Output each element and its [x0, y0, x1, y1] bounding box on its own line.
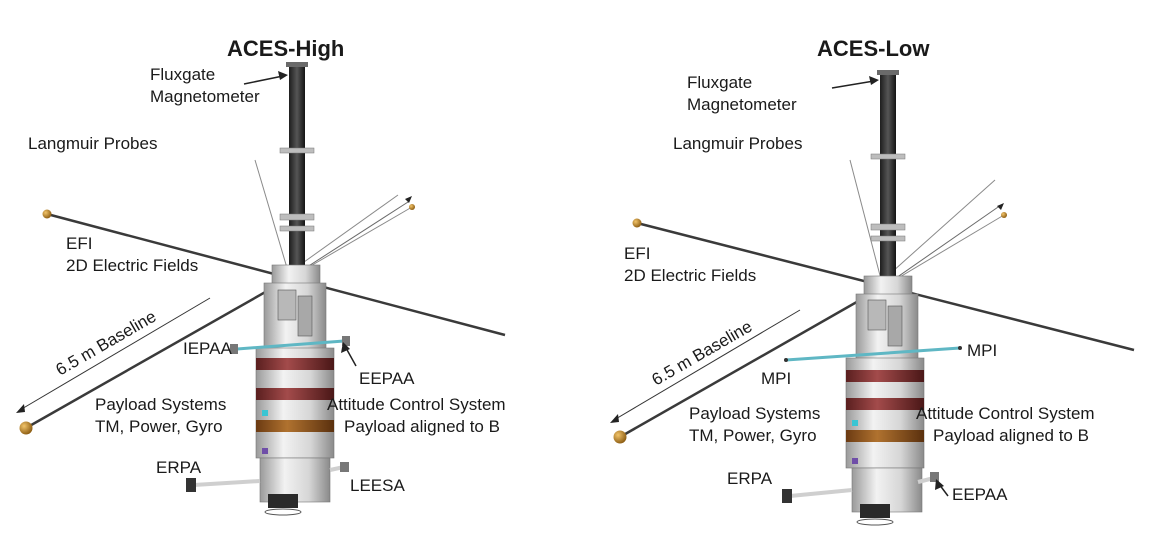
ieppa-sensor [230, 344, 238, 354]
boom-bracket [279, 147, 315, 154]
arrow-head-icon [869, 76, 879, 85]
leesa-sensor [340, 462, 349, 472]
langmuir-probes-label: Langmuir Probes [673, 134, 802, 153]
erpa-arm [789, 488, 853, 498]
panel-aces-high: ACES-High [16, 36, 506, 516]
payload-body [255, 264, 335, 516]
attitude-control-label: Attitude Control System [327, 395, 506, 414]
erpa-label: ERPA [156, 458, 202, 477]
instrument-label: EEPAA [952, 485, 1008, 504]
arrow-head-icon [278, 71, 288, 80]
arrow-head-icon [341, 342, 350, 353]
langmuir-probes-label: Langmuir Probes [28, 134, 157, 153]
instrument-label: IEPAA [183, 339, 232, 358]
efi-label: EFI [624, 244, 650, 263]
pointer-line [831, 80, 875, 89]
boom-bracket [279, 225, 315, 232]
magnetometer-label: Magnetometer [687, 95, 797, 114]
payload-systems-label: TM, Power, Gyro [689, 426, 817, 445]
instrument-label: MPI [761, 369, 791, 388]
erpa-sensor [186, 478, 196, 492]
baseline-dimension-line [19, 297, 211, 411]
arrow-head-icon [16, 404, 25, 413]
magnetometer-boom [289, 64, 305, 272]
pointer-line [243, 75, 284, 85]
arrow-head-icon [997, 203, 1004, 210]
magnetometer-label: Magnetometer [150, 87, 260, 106]
instrument-label: EEPAA [359, 369, 415, 388]
boom-tip [286, 62, 308, 67]
efi-label: 2D Electric Fields [66, 256, 198, 275]
eepaa-sensor [930, 472, 939, 482]
payload-systems-label: Payload Systems [689, 404, 820, 423]
panel-title: ACES-Low [817, 36, 930, 61]
boom-bracket [870, 223, 906, 231]
boom-bracket [870, 153, 906, 160]
arrow-head-icon [610, 414, 619, 423]
payload-systems-label: TM, Power, Gyro [95, 417, 223, 436]
efi-label: EFI [66, 234, 92, 253]
efi-probe-sphere [19, 421, 33, 435]
magnetometer-boom [880, 72, 896, 282]
mpi-sensor [958, 346, 962, 350]
instrument-label: MPI [967, 341, 997, 360]
mpi-boom [785, 346, 961, 362]
boom-bracket [279, 213, 315, 221]
arrow-head-icon [405, 196, 412, 203]
erpa-label: ERPA [727, 469, 773, 488]
panel-title: ACES-High [227, 36, 344, 61]
attitude-control-label: Payload aligned to B [933, 426, 1089, 445]
pointer-line [345, 347, 357, 367]
magnetometer-label: Fluxgate [150, 65, 215, 84]
langmuir-probe-sphere [409, 204, 415, 210]
boom-bracket [870, 235, 906, 242]
mpi-sensor [784, 358, 788, 362]
boom-tip [877, 70, 899, 75]
panel-aces-low: ACES-Low [610, 36, 1135, 526]
baseline-dimension-line [613, 309, 801, 421]
attitude-control-label: Attitude Control System [916, 404, 1095, 423]
magnetometer-label: Fluxgate [687, 73, 752, 92]
instrument-label: LEESA [350, 476, 405, 495]
efi-probe-sphere [632, 218, 642, 228]
baseline-label: 6.5 m Baseline [649, 317, 756, 390]
arrow-head-icon [935, 479, 944, 490]
efi-probe-sphere [613, 430, 627, 444]
erpa-sensor [782, 489, 792, 503]
attitude-control-label: Payload aligned to B [344, 417, 500, 436]
efi-probe-sphere [42, 209, 52, 219]
baseline-label: 6.5 m Baseline [53, 307, 160, 380]
langmuir-probe-sphere [1001, 212, 1007, 218]
erpa-arm [193, 479, 261, 487]
instrument-arm [236, 339, 345, 351]
efi-label: 2D Electric Fields [624, 266, 756, 285]
payload-body [845, 275, 925, 526]
eepaa-sensor [342, 336, 350, 346]
payload-systems-label: Payload Systems [95, 395, 226, 414]
